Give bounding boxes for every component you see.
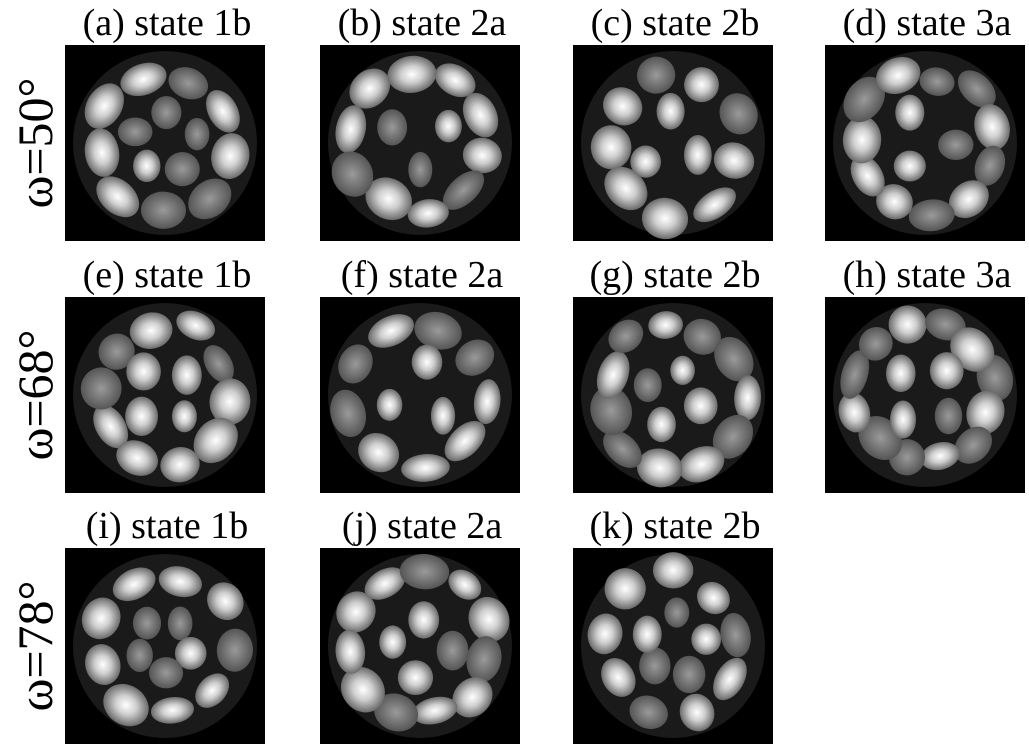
blob xyxy=(657,93,685,130)
blob xyxy=(938,130,973,160)
panel-title: (j) state 2a xyxy=(342,505,503,547)
blob xyxy=(647,407,676,442)
blob xyxy=(634,368,662,402)
blob xyxy=(133,150,160,182)
blob xyxy=(165,152,200,186)
blob xyxy=(431,397,455,435)
panel-image xyxy=(825,45,1025,241)
blob xyxy=(653,552,694,588)
blob xyxy=(126,352,161,390)
blob xyxy=(168,606,193,640)
panel-image xyxy=(65,297,265,493)
blob xyxy=(133,607,161,640)
blob xyxy=(886,355,916,393)
panel-title: (h) state 3a xyxy=(843,254,1012,296)
blob xyxy=(379,625,406,658)
blob xyxy=(412,345,443,380)
panel-title: (d) state 3a xyxy=(843,2,1012,44)
panel-title: (b) state 2a xyxy=(338,2,507,44)
blob xyxy=(408,601,439,638)
blob xyxy=(377,109,407,145)
panel-title: (f) state 2a xyxy=(341,254,504,296)
blob xyxy=(630,146,661,178)
panel-image xyxy=(573,548,773,744)
blob xyxy=(172,400,197,432)
row-label: ω=68° xyxy=(7,329,63,460)
blob xyxy=(151,96,181,129)
panel-image xyxy=(573,45,773,241)
panel-image xyxy=(320,45,520,241)
blob xyxy=(185,118,210,150)
blob xyxy=(639,647,670,684)
blob xyxy=(398,660,433,695)
panel-title: (e) state 1b xyxy=(83,254,252,296)
blob xyxy=(377,389,403,421)
blob xyxy=(172,355,202,394)
blob xyxy=(664,597,689,627)
blob xyxy=(149,657,183,688)
panel-title: (a) state 1b xyxy=(83,2,252,44)
panel-image xyxy=(320,548,520,744)
panel-image xyxy=(65,45,265,241)
blob xyxy=(670,356,695,385)
blob xyxy=(435,110,462,142)
figure: ω=50° (a) state 1b (b) state 2a (c) state 2… xyxy=(0,0,1029,747)
blob xyxy=(895,95,924,131)
blob xyxy=(684,135,712,175)
blob xyxy=(930,352,964,389)
panel-image xyxy=(320,297,520,493)
blob xyxy=(935,398,962,435)
blob xyxy=(673,656,705,693)
blob xyxy=(118,117,153,146)
blob xyxy=(126,639,152,672)
panel-title: (i) state 1b xyxy=(86,505,249,547)
panel-title: (k) state 2b xyxy=(590,505,761,547)
blob xyxy=(633,616,662,653)
blob xyxy=(894,151,926,182)
blob xyxy=(890,400,916,438)
panel-title: (g) state 2b xyxy=(590,254,761,296)
row-label: ω=50° xyxy=(7,77,63,208)
panel-image xyxy=(573,297,773,493)
blob xyxy=(684,387,718,424)
panel-image xyxy=(825,297,1025,493)
blob xyxy=(408,152,432,187)
panel-title: (c) state 2b xyxy=(591,2,760,44)
panel-image xyxy=(65,548,265,744)
blob xyxy=(691,624,721,655)
blob xyxy=(437,631,469,671)
blob xyxy=(125,397,158,436)
row-label: ω=78° xyxy=(7,580,63,711)
